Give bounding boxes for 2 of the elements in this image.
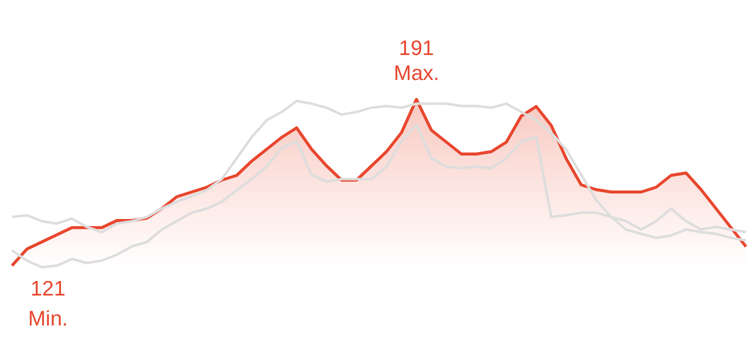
data-label: 191 Max. bbox=[394, 37, 440, 86]
data-label: 121 Min. bbox=[28, 277, 68, 330]
